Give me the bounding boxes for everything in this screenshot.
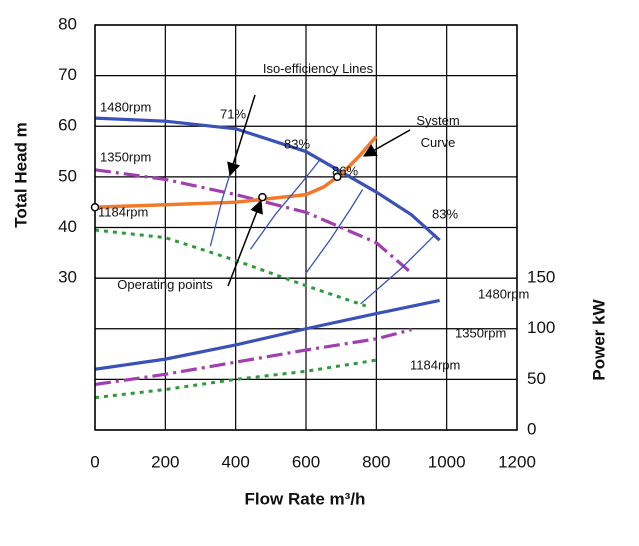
series-line [94, 116, 441, 242]
operating-point [90, 203, 100, 212]
y-tick-label: 30 [58, 268, 77, 287]
series-label: 1480rpm [100, 99, 151, 114]
series-line [94, 135, 378, 209]
y2-tick-label: 0 [527, 419, 536, 438]
series-line [249, 158, 321, 250]
series-line [94, 358, 377, 400]
iso-label: Iso-efficiency Lines [262, 61, 374, 76]
series-label: 83% [432, 206, 458, 221]
series-line [360, 233, 437, 305]
y-tick-label: 60 [58, 116, 77, 135]
iso-arrow [227, 94, 256, 177]
series-line [94, 328, 412, 387]
series-label: 1184rpm [98, 204, 148, 219]
system-label: System Curve [416, 113, 460, 150]
y-tick-label: 40 [58, 217, 77, 236]
series-label: 83% [284, 136, 310, 151]
y-axis-title: Total Head m [11, 122, 30, 227]
x-tick-label: 0 [90, 452, 99, 471]
operating-point [258, 192, 267, 202]
system-arrow [362, 129, 411, 157]
y2-tick-label: 100 [527, 318, 555, 337]
series-line [94, 228, 367, 308]
x-tick-label: 400 [221, 452, 249, 471]
y-tick-label: 80 [58, 14, 77, 33]
series-label: 71% [220, 106, 246, 121]
x-tick-label: 200 [151, 452, 179, 471]
series-label: 1350rpm [100, 149, 151, 164]
series-label: 1480rpm [478, 286, 529, 301]
operating-point [333, 172, 342, 182]
x-tick-label: 600 [292, 452, 320, 471]
series-line [94, 298, 440, 371]
y-tick-label: 50 [58, 166, 77, 185]
marks [94, 116, 441, 400]
series-label: 1350rpm [455, 325, 506, 340]
operating-arrow [227, 199, 263, 287]
y-tick-label: 70 [58, 65, 77, 84]
x-tick-label: 1200 [498, 452, 536, 471]
x-tick-label: 800 [362, 452, 390, 471]
series-line [94, 168, 413, 275]
plot-frame [94, 24, 518, 431]
operating-label: Operating points [117, 277, 213, 292]
y2-axis-title: Power kW [589, 298, 608, 380]
x-axis-title: Flow Rate m³/h [245, 489, 366, 508]
series-line [304, 189, 364, 275]
y2-tick-label: 150 [527, 268, 555, 287]
x-tick-label: 1000 [428, 452, 466, 471]
y2-tick-label: 50 [527, 369, 546, 388]
series-label: 1184rpm [410, 357, 460, 372]
